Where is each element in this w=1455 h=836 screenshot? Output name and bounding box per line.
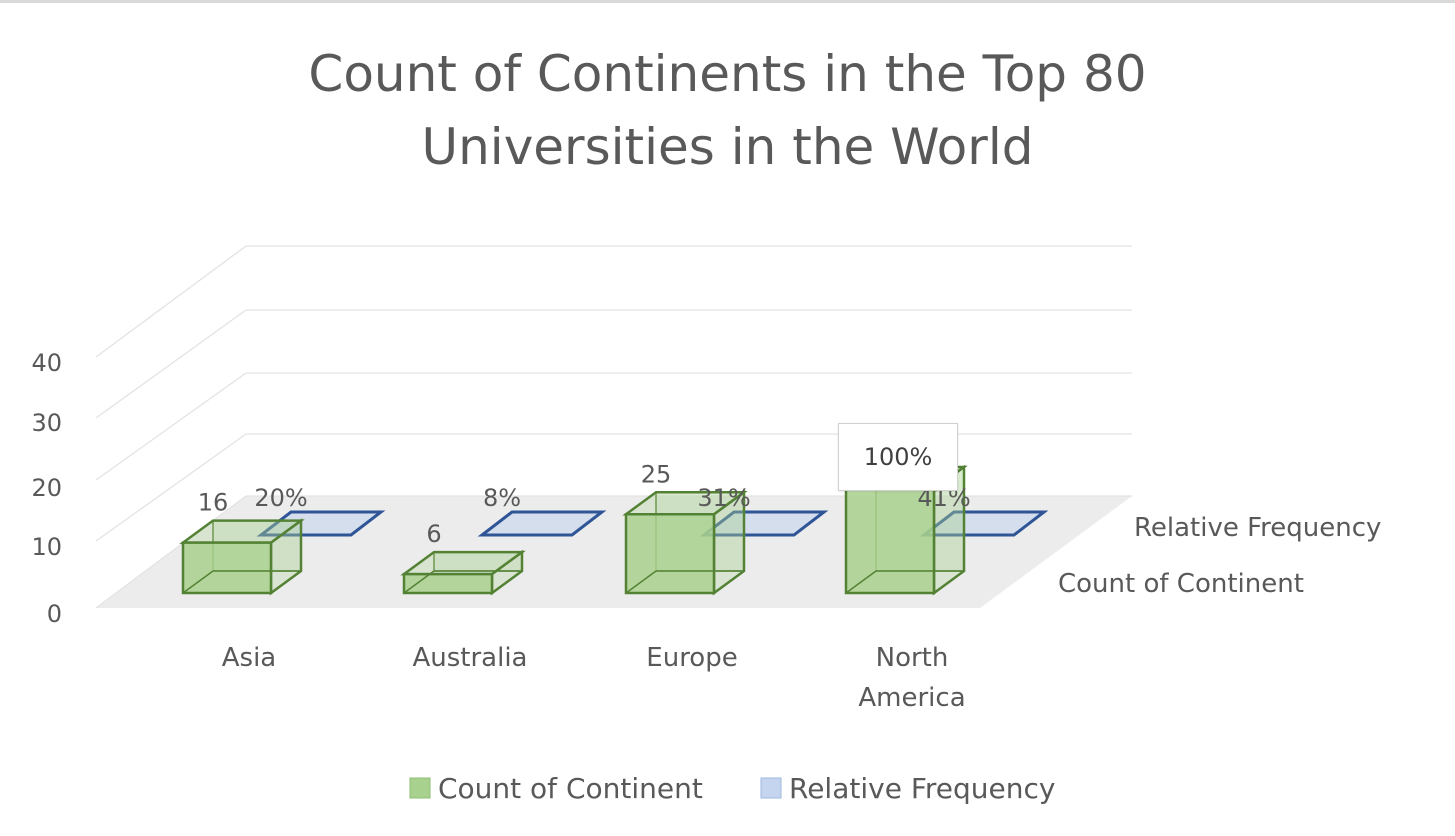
category-group: 16 20% (179, 484, 386, 596)
relative-frequency-bar[interactable] (477, 510, 607, 537)
count-data-label: 25 (641, 460, 672, 488)
legend-label: Count of Continent (438, 772, 703, 805)
y-tick-label: 20 (31, 474, 62, 502)
category-label: North (876, 643, 949, 673)
gridline-side (95, 433, 247, 542)
category-label: Asia (222, 643, 277, 673)
chart-title-line-1: Count of Continents in the Top 80 (308, 45, 1147, 103)
y-tick-label: 40 (31, 349, 62, 377)
depth-axis-label: Relative Frequency (1134, 513, 1381, 543)
count-data-label: 6 (426, 520, 441, 548)
count-bar[interactable] (622, 489, 748, 596)
gridline-side (95, 245, 247, 358)
chart-title: Count of Continents in the Top 80 Univer… (0, 38, 1455, 184)
category-label: America (858, 683, 965, 713)
y-tick-label: 30 (31, 409, 62, 437)
count-bar[interactable] (179, 518, 305, 596)
gridline-side (95, 372, 247, 481)
gridline-side (95, 309, 247, 419)
gridline-side (95, 495, 247, 609)
category-label: Europe (646, 643, 737, 673)
frequency-data-label: 8% (483, 484, 521, 512)
category-group: 25 31% (622, 460, 829, 596)
category-group: 6 8% (400, 484, 607, 596)
count-bar[interactable] (400, 549, 526, 596)
category-label: Australia (412, 643, 527, 673)
y-tick-label: 10 (31, 533, 62, 561)
relative-frequency-bar[interactable] (699, 510, 829, 537)
legend-item[interactable]: Count of Continent (409, 772, 703, 805)
relative-frequency-bar[interactable] (919, 510, 1049, 537)
legend-swatch (760, 777, 782, 799)
y-tick-label: 0 (47, 600, 62, 628)
frequency-data-label: 20% (254, 484, 307, 512)
frequency-data-label: 31% (697, 484, 750, 512)
chart-title-line-2: Universities in the World (421, 118, 1034, 176)
value-tooltip: 100% (838, 423, 958, 491)
depth-axis-label: Count of Continent (1058, 569, 1304, 599)
legend-item[interactable]: Relative Frequency (760, 772, 1055, 805)
count-bar[interactable] (842, 464, 968, 596)
count-data-label: 16 (198, 489, 229, 517)
legend-swatch (409, 777, 431, 799)
top-border (0, 0, 1455, 3)
legend-label: Relative Frequency (789, 772, 1055, 805)
